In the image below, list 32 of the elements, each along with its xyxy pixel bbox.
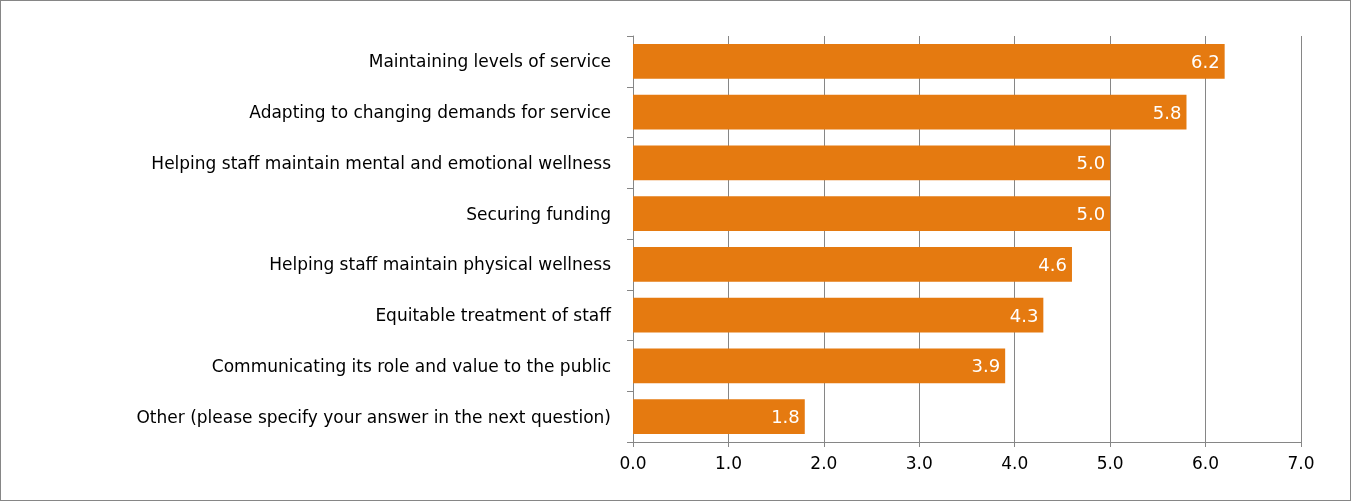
x-tick-label: 4.0: [1001, 452, 1029, 473]
data-label: 3.9: [971, 355, 1001, 377]
data-label: 6.2: [1191, 50, 1220, 72]
y-tick-label: Adapting to changing demands for service: [249, 102, 611, 123]
x-tick-label: 6.0: [1192, 452, 1220, 473]
data-label: 4.3: [1009, 304, 1039, 326]
data-label: 5.8: [1152, 101, 1182, 123]
x-tick-label: 3.0: [905, 452, 933, 473]
x-tick-label: 5.0: [1096, 452, 1124, 473]
bar: [633, 196, 1111, 231]
bar: [633, 247, 1072, 282]
bar: [633, 94, 1187, 130]
bar: [633, 399, 805, 434]
bar: [633, 44, 1225, 79]
x-tick-label: 7.0: [1287, 452, 1315, 473]
data-label: 5.0: [1076, 203, 1106, 225]
x-tick-label: 0.0: [619, 452, 647, 473]
y-tick-label: Helping staff maintain mental and emotional wellness: [151, 152, 612, 173]
data-label: 5.0: [1076, 152, 1106, 174]
x-tick-label: 2.0: [810, 452, 838, 473]
bar: [633, 145, 1111, 181]
y-tick-label: Securing funding: [466, 203, 611, 224]
y-tick-label: Maintaining levels of service: [368, 51, 611, 72]
bar: [633, 297, 1044, 333]
y-tick-label: Helping staff maintain physical wellness: [269, 254, 612, 275]
x-tick-label: 1.0: [714, 452, 742, 473]
data-label: 4.6: [1038, 253, 1067, 275]
y-tick-label: Equitable treatment of staff: [375, 305, 613, 326]
data-label: 1.8: [771, 406, 800, 428]
y-tick-label: Communicating its role and value to the public: [211, 355, 611, 376]
y-tick-label: Other (please specify your answer in the next question): [136, 406, 611, 427]
bar: [633, 348, 1006, 384]
